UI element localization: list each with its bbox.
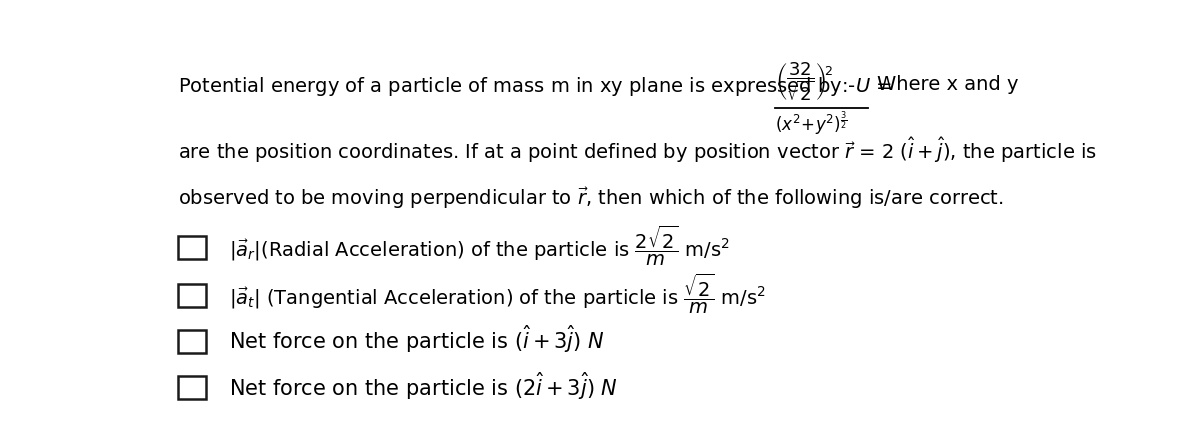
- Text: $(x^2\!+\!y^2)^{\frac{3}{2}}$: $(x^2\!+\!y^2)^{\frac{3}{2}}$: [775, 109, 847, 137]
- Text: $\left(\dfrac{32}{\sqrt{2}}\right)^{\!2}$: $\left(\dfrac{32}{\sqrt{2}}\right)^{\!2}…: [775, 60, 833, 103]
- Bar: [178, 330, 206, 353]
- Text: Where x and y: Where x and y: [877, 75, 1019, 94]
- Text: observed to be moving perpendicular to $\vec{r}$, then which of the following is: observed to be moving perpendicular to $…: [178, 186, 1003, 211]
- Text: are the position coordinates. If at a point defined by position vector $\vec{r}$: are the position coordinates. If at a po…: [178, 135, 1097, 165]
- Text: Net force on the particle is $(\hat{i}+3\hat{j})$ $N$: Net force on the particle is $(\hat{i}+3…: [229, 324, 605, 355]
- Text: $|\vec{a}_t|$ (Tangential Acceleration) of the particle is $\dfrac{\sqrt{2}}{m}$: $|\vec{a}_t|$ (Tangential Acceleration) …: [229, 272, 767, 316]
- Bar: [178, 284, 206, 307]
- Text: $|\vec{a}_r|$(Radial Acceleration) of the particle is $\dfrac{2\sqrt{2}}{m}$ m/s: $|\vec{a}_r|$(Radial Acceleration) of th…: [229, 224, 730, 268]
- Text: Potential energy of a particle of mass m in xy plane is expressed by:-$\mathit{U: Potential energy of a particle of mass m…: [178, 75, 892, 98]
- Bar: [178, 236, 206, 259]
- Bar: [178, 376, 206, 399]
- Text: Net force on the particle is $(2\hat{i}+3\hat{j})$ $N$: Net force on the particle is $(2\hat{i}+…: [229, 370, 618, 401]
